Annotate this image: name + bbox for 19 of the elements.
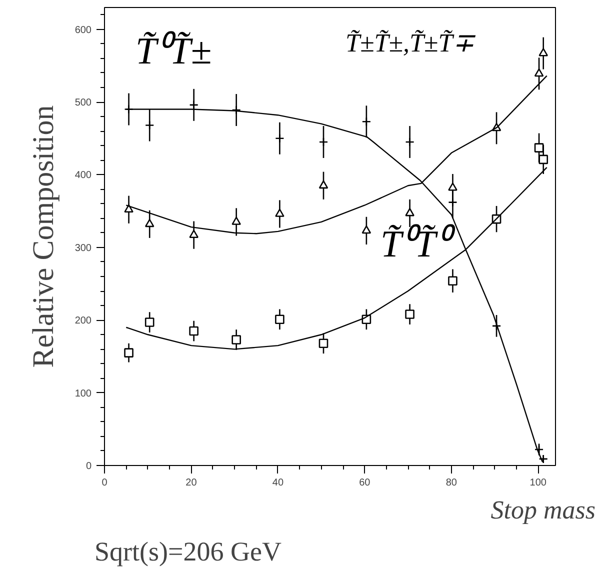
x-tick-label: 100 [530, 478, 547, 488]
y-tick-label: 0 [86, 461, 92, 472]
y-axis-title: Relative Composition [26, 105, 60, 368]
x-tick-label: 20 [186, 478, 198, 488]
x-tick-label: 40 [272, 478, 284, 488]
x-tick-label: 60 [359, 478, 371, 488]
x-tick-label: 0 [102, 478, 108, 488]
x-axis-title: Stop mass [490, 496, 596, 524]
x-tick-label: 80 [446, 478, 458, 488]
y-tick-label: 500 [74, 98, 92, 109]
series-label: T̃⁰T̃⁰ [380, 224, 456, 266]
y-tick-label: 600 [74, 24, 92, 36]
y-tick-label: 100 [74, 388, 92, 400]
text: Sqrt(s)=206 GeV [94, 536, 282, 566]
y-tick-label: 400 [74, 170, 92, 182]
y-tick-label: 200 [74, 316, 92, 327]
legend-label: T̃⁰T̃± [136, 30, 212, 72]
y-tick-label: 300 [74, 242, 92, 254]
text: T̃±T̃±,T̃±T̃∓ [346, 28, 477, 58]
